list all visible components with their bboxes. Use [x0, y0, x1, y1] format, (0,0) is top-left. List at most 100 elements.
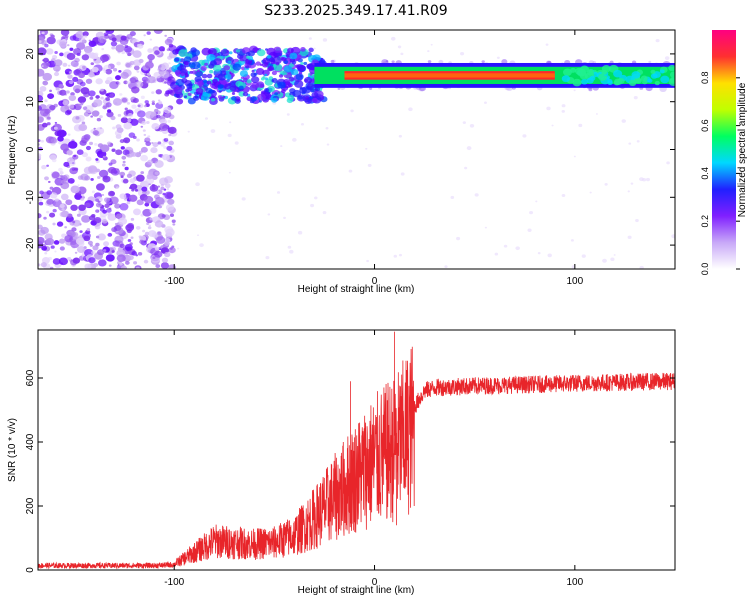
heatmap-noise-blob: [100, 96, 104, 100]
heatmap-noise-blob: [123, 115, 127, 119]
heatmap-cluster-blob: [288, 76, 295, 82]
heatmap-speckle: [47, 256, 52, 261]
heatmap-cluster-blob: [183, 95, 188, 99]
heatmap-noise-blob: [78, 241, 85, 247]
heatmap-cluster-blob: [299, 87, 307, 94]
heatmap-cluster-blob: [212, 78, 218, 84]
heatmap-noise-blob: [123, 45, 133, 53]
heatmap-cluster-blob: [255, 61, 261, 66]
heatmap-cluster-blob: [206, 80, 212, 85]
heatmap-noise-blob: [118, 217, 128, 225]
heatmap-band-halo: [368, 87, 373, 90]
heatmap-y-axis-label: Frequency (Hz): [7, 116, 18, 185]
heatmap-noise-blob: [38, 146, 43, 151]
heatmap-speckle: [149, 217, 153, 221]
heatmap-speckle: [589, 191, 592, 194]
heatmap-cluster-blob: [196, 69, 200, 73]
heatmap-noise-blob: [155, 264, 161, 269]
heatmap-noise-blob: [40, 191, 51, 200]
heatmap-noise-blob: [167, 198, 175, 205]
heatmap-noise-blob: [78, 72, 85, 79]
heatmap-speckle: [633, 96, 638, 100]
heatmap-noise-blob: [79, 230, 83, 234]
heatmap-noise-blob: [105, 30, 115, 35]
heatmap-noise-blob: [159, 177, 169, 186]
heatmap-noise-blob: [81, 135, 90, 143]
heatmap-speckle: [297, 230, 303, 235]
heatmap-noise-blob: [50, 34, 55, 39]
heatmap-noise-blob: [86, 228, 91, 231]
heatmap-speckle: [229, 121, 232, 124]
heatmap-noise-blob: [53, 240, 60, 245]
heatmap-noise-blob: [154, 108, 159, 113]
heatmap-noise-blob: [133, 261, 138, 265]
heatmap-noise-blob: [90, 62, 95, 66]
heatmap-noise-blob: [152, 142, 159, 148]
heatmap-cluster-blob: [183, 56, 192, 63]
heatmap-speckle: [322, 38, 328, 42]
heatmap-noise-blob: [52, 208, 57, 213]
heatmap-noise-blob: [130, 217, 135, 221]
heatmap-cluster-blob: [236, 98, 240, 102]
heatmap-cluster-blob: [231, 96, 237, 101]
heatmap-speckle: [280, 145, 283, 148]
heatmap-noise-blob: [97, 176, 101, 180]
heatmap-noise-blob: [46, 198, 54, 205]
heatmap-cluster-blob: [229, 80, 238, 88]
heatmap-cluster-blob: [180, 72, 185, 77]
heatmap-cluster-blob: [277, 91, 281, 94]
heatmap-noise-blob: [73, 48, 82, 55]
heatmap-speckle: [602, 258, 607, 263]
heatmap-speckle: [474, 193, 479, 197]
heatmap-noise-blob: [156, 190, 160, 194]
heatmap-noise-blob: [154, 50, 160, 55]
heatmap-speckle: [400, 52, 404, 56]
heatmap-noise-blob: [116, 127, 124, 134]
heatmap-cluster-blob: [209, 69, 214, 74]
heatmap-noise-blob: [57, 136, 64, 142]
heatmap-speckle: [610, 257, 615, 261]
heatmap-noise-blob: [142, 208, 152, 217]
heatmap-cluster-blob: [310, 89, 315, 93]
snr-y-tick-label: 0: [25, 567, 36, 573]
heatmap-noise-blob: [38, 263, 41, 267]
heatmap-cluster-blob: [303, 61, 308, 66]
heatmap-noise-blob: [75, 31, 85, 39]
heatmap-noise-blob: [129, 77, 137, 84]
heatmap-ridge-end: [631, 71, 641, 79]
heatmap-speckle: [308, 37, 312, 40]
heatmap-noise-blob: [97, 249, 105, 256]
heatmap-cluster-blob: [218, 90, 222, 93]
heatmap-noise-blob: [44, 108, 51, 114]
heatmap-cluster-blob: [251, 76, 260, 84]
heatmap-noise-blob: [120, 117, 129, 124]
heatmap-noise-blob: [143, 34, 146, 37]
heatmap-noise-blob: [81, 102, 84, 105]
heatmap-speckle: [69, 71, 73, 74]
heatmap-speckle: [561, 104, 566, 108]
heatmap-cluster-blob: [277, 81, 286, 89]
heatmap-noise-blob: [165, 203, 175, 211]
heatmap-cluster-blob: [183, 61, 189, 66]
heatmap-noise-blob: [154, 171, 159, 175]
heatmap-noise-blob: [158, 123, 169, 131]
heatmap-noise-blob: [123, 137, 131, 144]
heatmap-noise-blob: [38, 201, 44, 206]
heatmap-noise-blob: [40, 62, 49, 69]
heatmap-noise-blob: [59, 246, 65, 251]
heatmap-noise-blob: [51, 171, 60, 179]
heatmap-cluster-blob: [222, 95, 226, 99]
heatmap-noise-blob: [118, 69, 122, 73]
heatmap-noise-blob: [160, 262, 170, 269]
heatmap-speckle: [115, 186, 119, 189]
heatmap-noise-blob: [115, 75, 121, 81]
heatmap-noise-blob: [127, 238, 132, 242]
heatmap-speckle: [163, 146, 167, 149]
heatmap-noise-blob: [85, 202, 91, 208]
heatmap-noise-blob: [41, 122, 48, 128]
heatmap-cluster-blob: [224, 73, 232, 80]
heatmap-noise-blob: [142, 229, 146, 233]
heatmap-cluster-blob: [187, 92, 192, 97]
heatmap-noise-blob: [140, 125, 144, 128]
heatmap-noise-blob: [150, 147, 158, 154]
